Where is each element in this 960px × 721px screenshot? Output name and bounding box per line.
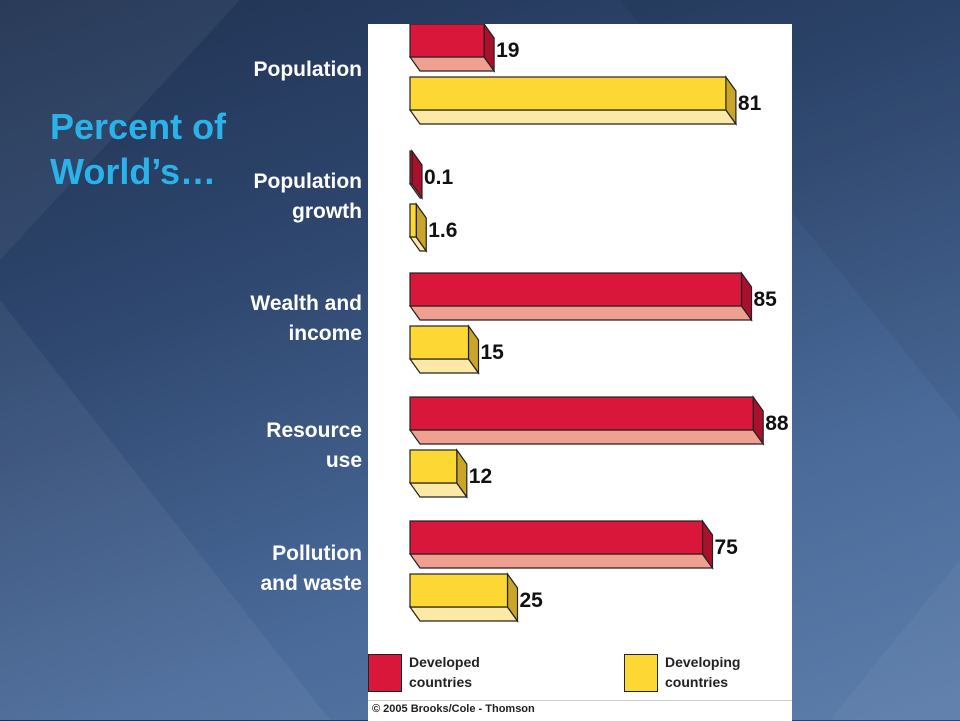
bar-developed-0 bbox=[409, 24, 485, 58]
value-label-developed-1: 0.1 bbox=[424, 166, 454, 189]
legend-label-developing: Developing countries bbox=[665, 654, 741, 690]
value-label-developed-2: 85 bbox=[754, 288, 778, 311]
value-label-developing-1: 1.6 bbox=[428, 219, 457, 242]
value-label-developing-3: 12 bbox=[469, 465, 492, 488]
slide-title: Percent of World’s… bbox=[50, 106, 227, 192]
category-label-pollution-waste: Pollution and waste bbox=[260, 542, 362, 595]
category-label-population-growth: Population growth bbox=[253, 170, 363, 223]
legend-label-developed: Developed countries bbox=[409, 654, 480, 690]
bar-bottom-developed-4 bbox=[408, 553, 714, 569]
value-label-developed-0: 19 bbox=[496, 39, 519, 62]
category-label-resource-use: Resource use bbox=[266, 419, 362, 472]
bar-developed-2 bbox=[409, 272, 743, 307]
bar-bottom-developed-3 bbox=[408, 429, 765, 445]
bar-side-developed-1 bbox=[411, 149, 423, 200]
category-label-wealth-income: Wealth and income bbox=[250, 292, 362, 345]
bar-developed-3 bbox=[409, 396, 754, 431]
value-label-developing-4: 25 bbox=[520, 589, 544, 612]
copyright-credit: © 2005 Brooks/Cole - Thomson bbox=[372, 703, 535, 715]
bar-developing-4 bbox=[409, 573, 509, 608]
chart-panel: 19 0.1 85 88 75 81 1.6 15 12 25 Developed countri… bbox=[368, 24, 792, 721]
legend-swatch-developing bbox=[624, 654, 658, 692]
category-label-population: Population bbox=[253, 58, 363, 81]
value-label-developed-4: 75 bbox=[715, 536, 739, 559]
bar-developing-0 bbox=[409, 76, 727, 111]
bar-bottom-developing-4 bbox=[408, 606, 519, 622]
value-label-developing-2: 15 bbox=[481, 341, 505, 364]
bar-bottom-developing-0 bbox=[408, 109, 738, 125]
bar-developing-1 bbox=[409, 203, 417, 238]
value-label-developing-0: 81 bbox=[738, 92, 762, 115]
bar-developed-4 bbox=[409, 520, 704, 555]
bar-bottom-developing-2 bbox=[408, 358, 480, 374]
legend-swatch-developed bbox=[368, 654, 402, 692]
chart-svg: 19 0.1 85 88 75 81 1.6 15 12 25 bbox=[408, 24, 789, 623]
credit-bar: © 2005 Brooks/Cole - Thomson bbox=[368, 700, 792, 721]
bar-developed-1 bbox=[409, 150, 413, 185]
bar-developing-2 bbox=[409, 325, 470, 360]
value-label-developed-3: 88 bbox=[765, 412, 789, 435]
bar-developing-3 bbox=[409, 449, 458, 484]
bar-bottom-developed-2 bbox=[408, 305, 753, 321]
bar-bottom-developed-0 bbox=[408, 56, 496, 72]
